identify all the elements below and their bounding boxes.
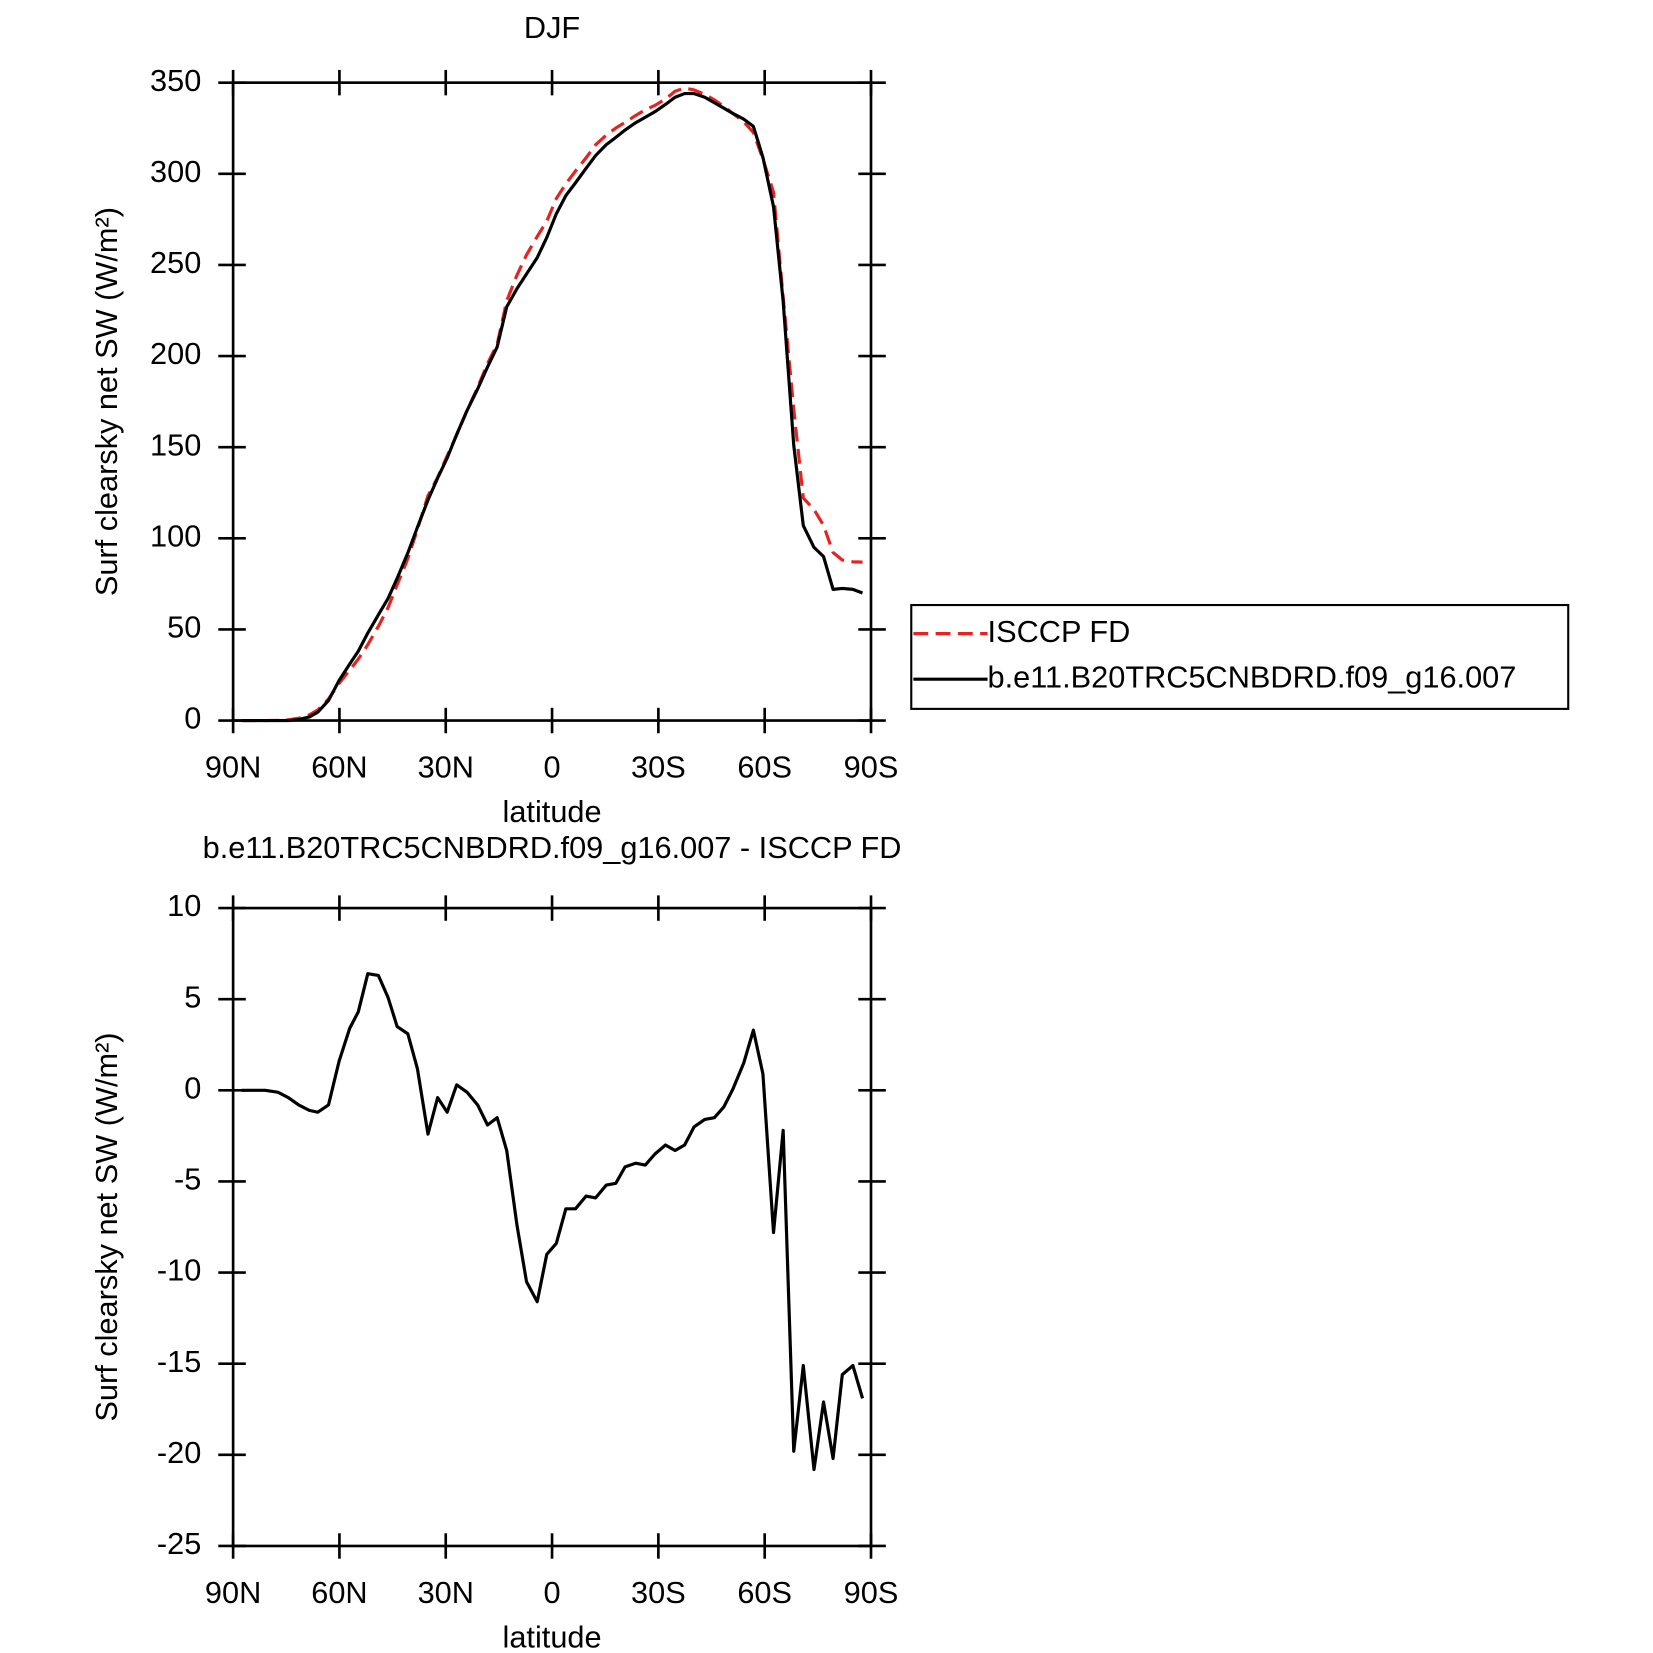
- y-tick-label: 250: [150, 245, 201, 280]
- y-axis-label: Surf clearsky net SW (W/m²): [89, 1032, 124, 1421]
- legend-label: b.e11.B20TRC5CNBDRD.f09_g16.007: [988, 659, 1517, 694]
- y-tick-label: -25: [157, 1526, 201, 1561]
- x-tick-label: 60N: [311, 749, 367, 784]
- y-tick-label: -5: [174, 1162, 201, 1197]
- x-tick-label: 30N: [418, 1575, 474, 1610]
- y-tick-label: 5: [184, 979, 201, 1014]
- data-line: [241, 972, 865, 1472]
- x-tick-label: 90S: [844, 749, 899, 784]
- x-tick-label: 30S: [631, 1575, 686, 1610]
- y-tick-label: 0: [184, 701, 201, 736]
- y-tick-label: 100: [150, 518, 201, 553]
- data-line: [241, 91, 864, 723]
- y-tick-label: 50: [167, 610, 201, 645]
- y-tick-label: 300: [150, 154, 201, 189]
- y-tick-label: 200: [150, 336, 201, 371]
- legend-box: [910, 603, 1570, 710]
- x-tick-label: 60S: [737, 749, 792, 784]
- x-axis-label: latitude: [503, 794, 602, 829]
- y-tick-label: 10: [167, 888, 201, 923]
- x-tick-label: 0: [544, 1575, 561, 1610]
- x-tick-label: 60N: [311, 1575, 367, 1610]
- chart-title: DJF: [524, 10, 580, 45]
- y-axis-label: Surf clearsky net SW (W/m²): [89, 207, 124, 596]
- y-tick-label: 150: [150, 427, 201, 462]
- x-tick-label: 0: [544, 749, 561, 784]
- y-tick-label: -10: [157, 1253, 201, 1288]
- x-tick-label: 90N: [205, 1575, 261, 1610]
- x-tick-label: 90N: [205, 749, 261, 784]
- x-tick-label: 90S: [844, 1575, 899, 1610]
- legend-label: ISCCP FD: [988, 614, 1131, 649]
- x-axis-label: latitude: [503, 1619, 602, 1653]
- x-tick-label: 30N: [418, 749, 474, 784]
- x-tick-label: 60S: [737, 1575, 792, 1610]
- y-tick-label: -20: [157, 1435, 201, 1470]
- y-tick-label: 0: [184, 1070, 201, 1105]
- x-tick-label: 30S: [631, 749, 686, 784]
- chart-title: b.e11.B20TRC5CNBDRD.f09_g16.007 - ISCCP …: [203, 830, 902, 865]
- y-tick-label: 350: [150, 63, 201, 98]
- y-tick-label: -15: [157, 1344, 201, 1379]
- plot-frame: [231, 81, 873, 722]
